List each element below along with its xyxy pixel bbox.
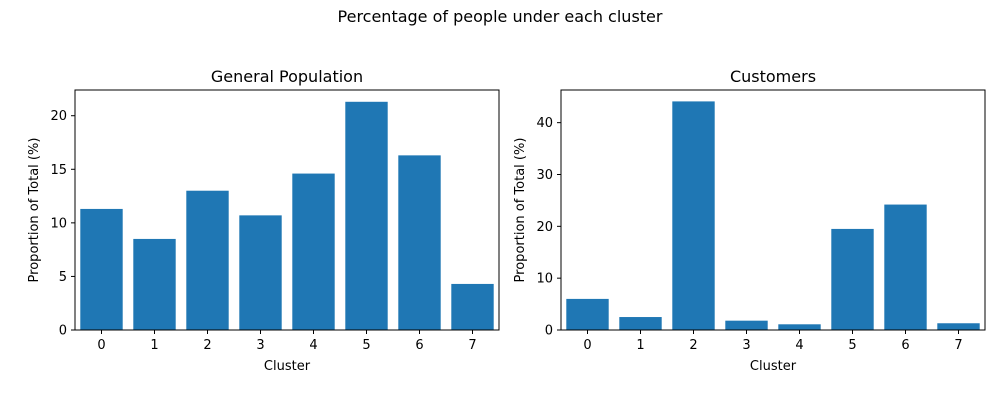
bar-cluster-0 (80, 208, 123, 330)
figure-title: Percentage of people under each cluster (338, 7, 663, 26)
bar-cluster-7 (937, 323, 980, 330)
y-tick-label: 0 (59, 324, 67, 339)
axes-frame (74, 89, 500, 331)
x-tick-label: 1 (636, 338, 644, 353)
x-tick-label: 2 (689, 338, 697, 353)
panel-customers: Customers Cluster Proportion of Total (%… (513, 67, 986, 374)
y-tick-label: 0 (545, 324, 553, 339)
y-axis-label: Proportion of Total (%) (513, 138, 528, 283)
x-tick-label: 6 (901, 338, 909, 353)
bar-cluster-3 (725, 320, 768, 330)
y-axis-label: Proportion of Total (%) (27, 138, 42, 283)
y-tick-label: 40 (536, 116, 553, 131)
x-tick-label: 6 (415, 338, 423, 353)
bar-series (80, 101, 494, 330)
bar-cluster-1 (619, 317, 662, 330)
y-tick-label: 15 (50, 163, 67, 178)
bar-cluster-0 (566, 298, 609, 330)
x-tick-label: 4 (309, 338, 317, 353)
axes-frame (560, 89, 986, 331)
x-tick-label: 0 (583, 338, 591, 353)
bar-series (566, 101, 980, 331)
bar-cluster-3 (239, 215, 282, 330)
x-tick-label: 5 (848, 338, 856, 353)
x-tick-label: 2 (203, 338, 211, 353)
x-tick-label: 4 (795, 338, 803, 353)
panel-title: General Population (211, 67, 363, 86)
bar-cluster-6 (884, 204, 927, 330)
x-tick-label: 7 (468, 338, 476, 353)
x-tick-label: 3 (256, 338, 264, 353)
y-tick-label: 30 (536, 168, 553, 183)
x-tick-label: 3 (742, 338, 750, 353)
x-tick-label: 0 (97, 338, 105, 353)
y-tick-label: 20 (536, 220, 553, 235)
bar-cluster-2 (186, 190, 229, 330)
x-tick-label: 1 (150, 338, 158, 353)
bar-cluster-5 (345, 101, 388, 330)
bar-cluster-7 (451, 283, 494, 330)
bar-cluster-2 (672, 101, 715, 331)
panel-general-population: General Population Cluster Proportion of… (27, 67, 500, 374)
bar-cluster-5 (831, 228, 874, 330)
bar-cluster-6 (398, 155, 441, 330)
y-tick-label: 5 (59, 270, 67, 285)
y-tick-label: 10 (50, 216, 67, 231)
y-tick-label: 10 (536, 272, 553, 287)
tick-labels: 0 1 2 3 4 5 6 7 0 10 20 30 40 (536, 116, 962, 353)
tick-labels: 0 1 2 3 4 5 6 7 0 5 10 15 20 (50, 109, 476, 353)
x-tick-label: 7 (954, 338, 962, 353)
bar-cluster-4 (778, 324, 821, 330)
x-axis-label: Cluster (750, 359, 797, 374)
panel-title: Customers (730, 67, 816, 86)
y-tick-label: 20 (50, 109, 67, 124)
bar-cluster-1 (133, 238, 176, 330)
x-tick-label: 5 (362, 338, 370, 353)
bar-cluster-4 (292, 173, 335, 330)
x-axis-label: Cluster (264, 359, 311, 374)
